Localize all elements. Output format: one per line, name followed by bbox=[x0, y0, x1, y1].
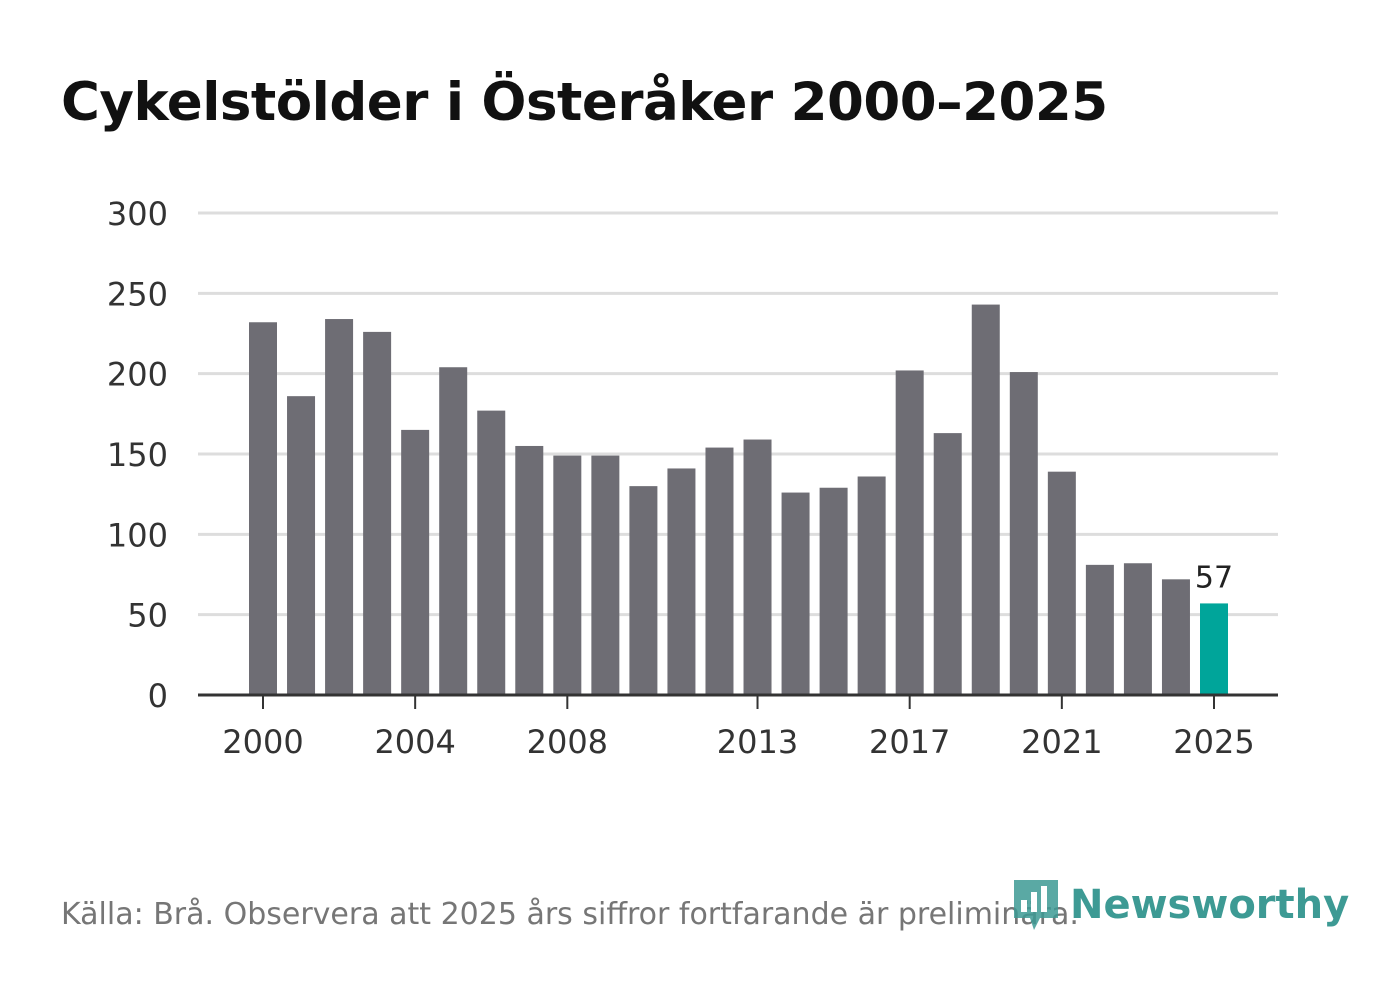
bar-2017 bbox=[895, 370, 924, 695]
bar-2011 bbox=[667, 468, 696, 695]
bar-2014 bbox=[781, 492, 810, 695]
brand-logo: Newsworthy bbox=[1010, 876, 1349, 934]
bar-2024 bbox=[1161, 579, 1190, 695]
bar-chart-logo-icon bbox=[1014, 880, 1058, 930]
x-tick-label: 2000 bbox=[222, 723, 303, 761]
bars bbox=[249, 304, 1228, 695]
grid-lines bbox=[198, 211, 1278, 617]
source-note: Källa: Brå. Observera att 2025 års siffr… bbox=[61, 897, 1079, 932]
x-tick-label: 2025 bbox=[1173, 723, 1254, 761]
bar-2000 bbox=[249, 322, 277, 695]
axes bbox=[198, 693, 1278, 709]
bar-2018 bbox=[933, 433, 962, 695]
bar-2021 bbox=[1047, 471, 1076, 695]
bar-2025 bbox=[1200, 603, 1228, 695]
bar-2005 bbox=[439, 367, 468, 695]
x-tick-label: 2008 bbox=[527, 723, 608, 761]
y-tick-label: 200 bbox=[107, 356, 168, 394]
bar-2023 bbox=[1123, 563, 1152, 695]
bar-2001 bbox=[287, 396, 316, 695]
bar-2002 bbox=[325, 319, 354, 695]
bar-2016 bbox=[857, 476, 886, 695]
bar-2003 bbox=[363, 331, 392, 695]
y-tick-label: 150 bbox=[107, 436, 168, 474]
y-tick-label: 100 bbox=[107, 516, 168, 554]
x-tick-label: 2004 bbox=[374, 723, 455, 761]
bar-2004 bbox=[401, 429, 430, 695]
y-tick-label: 0 bbox=[148, 677, 168, 715]
bar-2022 bbox=[1085, 564, 1114, 695]
bar-2007 bbox=[515, 445, 544, 695]
bar-2008 bbox=[553, 455, 582, 695]
bar-2019 bbox=[971, 304, 1000, 695]
brand-name: Newsworthy bbox=[1070, 882, 1350, 928]
x-tick-label: 2013 bbox=[717, 723, 798, 761]
bar-2006 bbox=[477, 410, 506, 695]
bar-2012 bbox=[705, 447, 734, 695]
chart-title: Cykelstölder i Österåker 2000–2025 bbox=[61, 72, 1108, 133]
data-label-2025: 57 bbox=[1195, 560, 1233, 595]
labels: 0 50 100 150 200 250 300 2000 2004 2008 2013 2017 20… bbox=[107, 195, 1255, 761]
bar-2015 bbox=[819, 487, 848, 695]
bar-2020 bbox=[1009, 372, 1038, 695]
y-tick-label: 250 bbox=[107, 275, 168, 313]
x-tick-label: 2021 bbox=[1021, 723, 1102, 761]
y-tick-label: 300 bbox=[107, 195, 168, 233]
bar-2010 bbox=[629, 486, 658, 695]
x-tick-label: 2017 bbox=[869, 723, 950, 761]
bar-2009 bbox=[591, 455, 620, 695]
y-tick-label: 50 bbox=[127, 597, 168, 635]
bar-2013 bbox=[743, 439, 772, 695]
